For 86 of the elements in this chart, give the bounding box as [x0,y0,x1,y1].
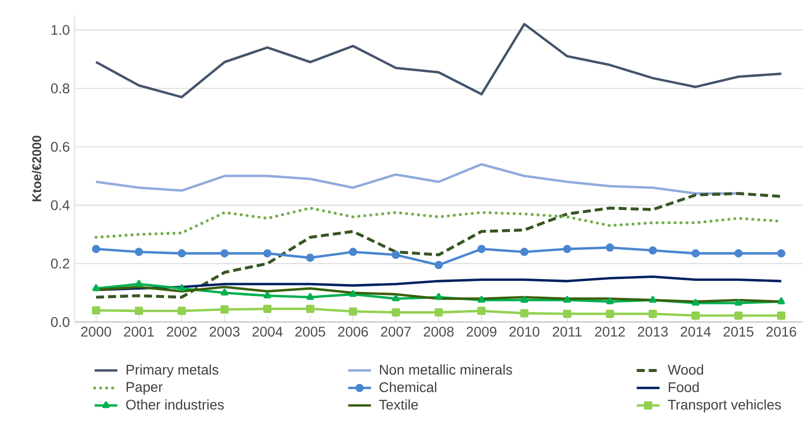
point [734,249,743,258]
x-tick-label: 2008 [424,326,454,337]
point [477,244,486,254]
point [691,249,700,258]
point [178,249,186,258]
point [264,292,272,298]
point [134,306,144,316]
point [434,260,443,270]
point [563,296,571,303]
point [734,298,742,306]
point [135,280,143,287]
y-tick-label: 0.8 [51,83,70,94]
line-series [94,192,783,299]
point [778,297,785,304]
x-tick-label: 2016 [766,326,796,337]
y-tick-label: 0.0 [51,317,70,327]
point [477,306,486,316]
point [392,294,400,302]
point [392,250,400,259]
legend-label: Textile [379,399,418,410]
x-tick-label: 2015 [724,326,754,337]
point [691,311,700,320]
point [134,248,144,256]
y-tick-label: 0.2 [51,258,70,269]
legend-label: Food [668,382,699,392]
y-tick-label: 1.0 [52,24,70,35]
point [606,243,614,252]
x-tick-label: 2004 [252,326,283,337]
x-tick-label: 2007 [380,326,411,337]
point [434,293,442,300]
x-tick-label: 2005 [295,326,326,337]
point [349,290,357,297]
x-tick-label: 2000 [81,326,112,337]
point [392,308,400,316]
point [92,306,100,314]
line-series [94,22,782,98]
point [606,297,614,304]
point [734,311,743,320]
point [220,305,229,314]
x-tick-label: 2012 [595,326,625,337]
point [563,244,572,254]
point [306,293,314,300]
y-tick-label: 0.6 [51,142,70,152]
point [348,307,358,316]
legend-label: Primary metals [126,364,218,378]
point [92,244,100,254]
x-tick-label: 2002 [166,326,197,337]
point [649,296,657,303]
point [306,304,314,313]
point [648,310,657,318]
y-tick-label: 0.4 [51,200,70,210]
point [692,298,700,306]
point [220,288,228,296]
point [263,304,272,313]
legend-label: Wood [668,364,704,375]
point [520,248,528,256]
point [478,296,486,303]
point [92,284,100,292]
x-tick-label: 2014 [680,326,711,337]
point [777,311,786,320]
x-tick-label: 2006 [338,326,368,337]
y-axis-title: Ktoe/€2000 [32,136,42,202]
point [306,254,314,262]
point [178,306,186,316]
x-tick-label: 2003 [210,326,240,337]
point [606,310,614,318]
x-tick-label: 2001 [124,326,154,337]
x-tick-label: 2011 [552,326,582,337]
point [178,284,186,292]
point [220,249,229,258]
legend-label: Non metallic minerals [380,364,512,375]
point [348,248,358,256]
point [563,310,572,318]
point [434,308,443,316]
legend-label: Other industries [126,399,224,410]
legend-label: Chemical [380,382,436,392]
point [263,249,272,258]
x-tick-label: 2010 [509,326,540,337]
point [520,309,528,318]
x-tick-label: 2013 [638,326,668,337]
point [777,249,786,258]
point [648,246,657,255]
legend-label: Paper [126,382,163,395]
point [520,296,528,303]
x-tick-label: 2009 [466,326,496,337]
legend-label: Transport vehicles [668,399,781,412]
